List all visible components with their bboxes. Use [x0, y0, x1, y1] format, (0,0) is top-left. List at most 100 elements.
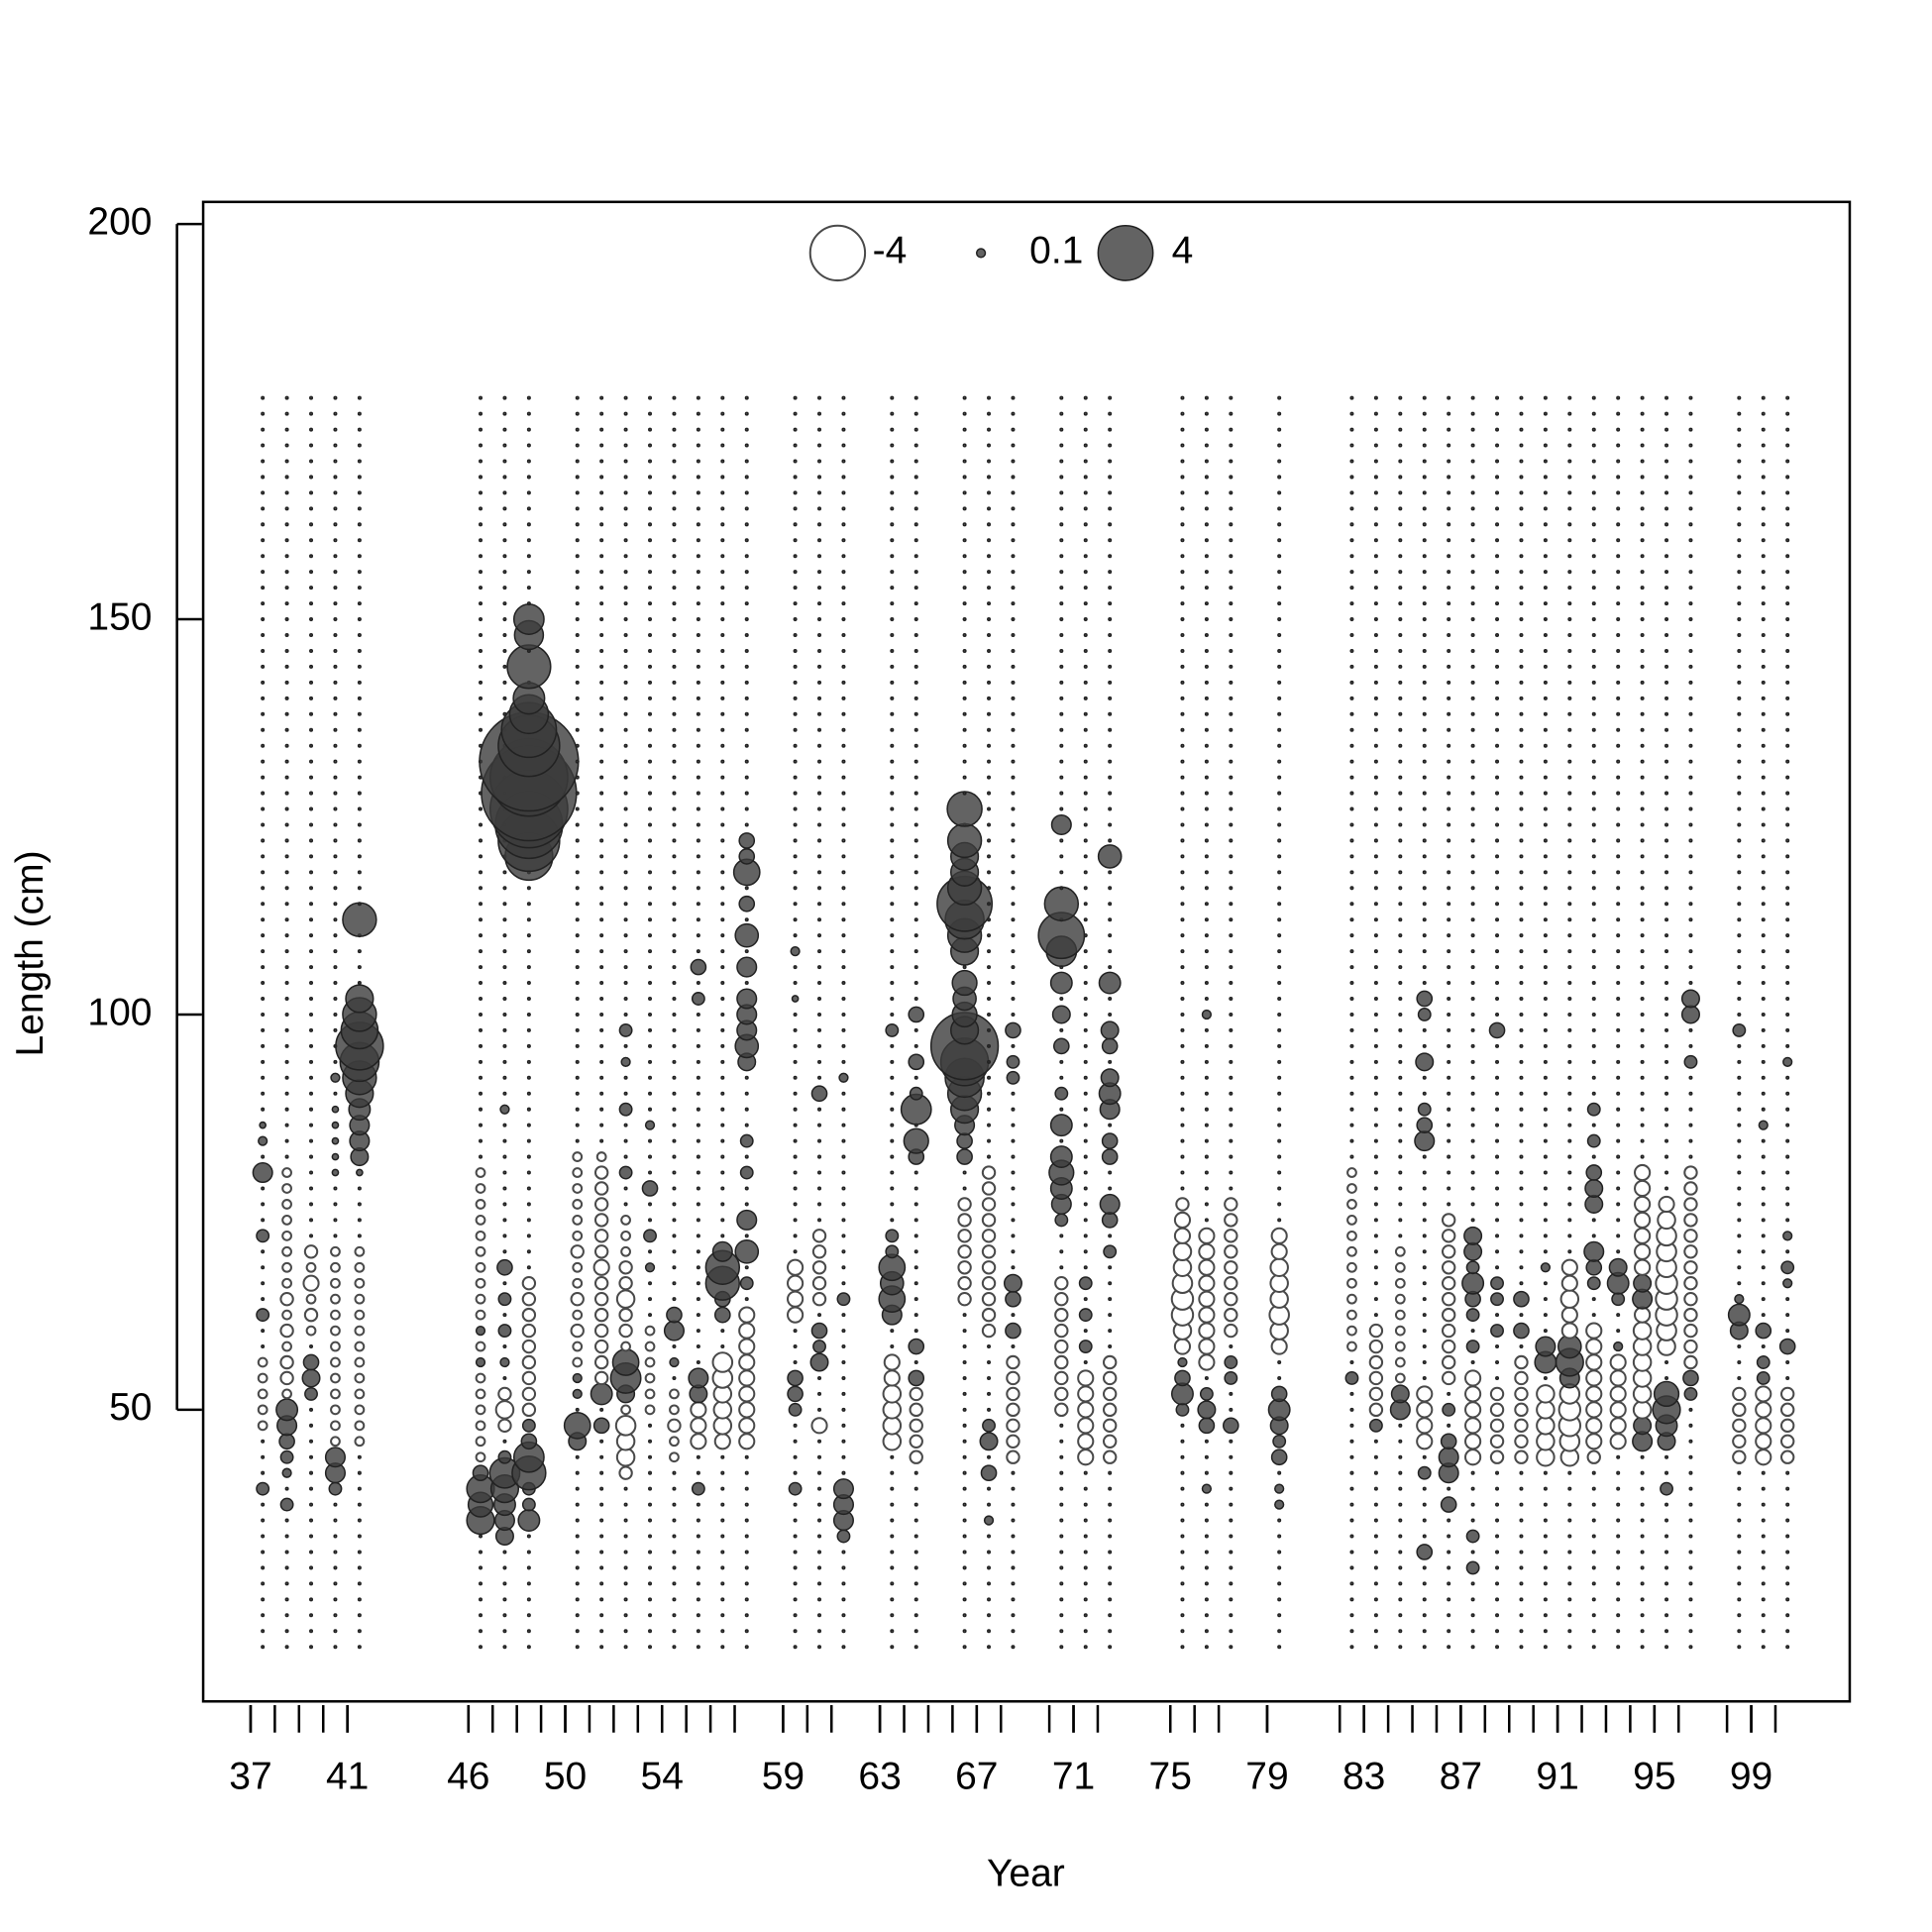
bubble — [526, 1218, 531, 1223]
bubble — [1180, 1597, 1185, 1602]
bubble — [599, 411, 604, 416]
bubble — [1175, 1402, 1190, 1417]
bubble — [841, 570, 846, 575]
bubble — [1640, 1581, 1645, 1586]
bubble — [1591, 727, 1596, 732]
bubble — [1108, 886, 1113, 891]
bubble — [744, 1597, 749, 1602]
bubble — [599, 886, 604, 891]
bubble — [1083, 1518, 1088, 1523]
bubble — [817, 775, 822, 780]
bubble — [1616, 933, 1621, 938]
bubble — [496, 1258, 513, 1276]
bubble — [1688, 917, 1693, 922]
bubble — [1447, 1629, 1451, 1634]
bubble — [1616, 1012, 1621, 1017]
bubble — [1077, 1385, 1095, 1403]
bubble — [744, 632, 749, 638]
bubble — [1011, 775, 1016, 780]
bubble — [793, 1423, 798, 1428]
bubble — [572, 1215, 584, 1226]
bubble — [1514, 1434, 1529, 1449]
bubble — [890, 1597, 895, 1602]
bubble — [1108, 965, 1113, 970]
bubble — [1108, 427, 1113, 432]
bubble — [1349, 617, 1354, 622]
bubble — [1054, 1307, 1069, 1323]
bubble — [1737, 1645, 1742, 1650]
bubble — [1277, 902, 1282, 907]
bubble — [720, 1059, 725, 1064]
bubble — [696, 917, 700, 922]
bubble — [1664, 1597, 1669, 1602]
bubble — [1567, 601, 1572, 606]
bubble — [1495, 759, 1500, 764]
bubble — [1373, 1170, 1378, 1175]
bubble — [599, 1012, 604, 1017]
bubble — [1398, 1486, 1403, 1491]
bubble — [957, 1197, 972, 1212]
bubble — [1083, 632, 1088, 638]
bubble — [817, 554, 822, 559]
bubble — [1204, 427, 1209, 432]
bubble — [1077, 1449, 1095, 1466]
bubble — [1373, 886, 1378, 891]
bubble — [1640, 427, 1645, 432]
bubble — [623, 1202, 628, 1207]
bubble — [1180, 459, 1185, 464]
bubble — [261, 965, 266, 970]
bubble — [357, 870, 362, 875]
bubble — [599, 949, 604, 954]
bubble — [309, 1565, 314, 1570]
bubble — [357, 1645, 362, 1650]
bubble — [1664, 949, 1669, 954]
bubble — [1591, 459, 1596, 464]
bubble — [1609, 1353, 1627, 1371]
bubble — [696, 1565, 700, 1570]
bubble — [1519, 506, 1524, 511]
bubble — [357, 664, 362, 669]
bubble — [284, 427, 289, 432]
bubble — [1519, 902, 1524, 907]
bubble — [333, 838, 338, 843]
bubble — [333, 917, 338, 922]
bubble — [1616, 1645, 1621, 1650]
bubble — [1567, 1027, 1572, 1032]
bubble — [1785, 1629, 1790, 1634]
bubble — [284, 1486, 289, 1491]
bubble — [1543, 965, 1548, 970]
bubble — [1204, 554, 1209, 559]
bubble — [281, 1388, 292, 1400]
bubble — [1394, 1293, 1406, 1305]
bubble — [913, 443, 918, 448]
bubble — [1398, 1170, 1403, 1175]
bubble — [1346, 1183, 1357, 1194]
bubble — [261, 902, 266, 907]
bubble — [1059, 1518, 1064, 1523]
bubble — [1737, 1249, 1742, 1254]
bubble — [669, 1388, 680, 1400]
bubble — [1495, 680, 1500, 685]
bubble — [1616, 696, 1621, 700]
bubble — [744, 759, 749, 764]
bubble — [1640, 838, 1645, 843]
bubble — [890, 1645, 895, 1650]
bubble — [526, 554, 531, 559]
bubble — [1270, 1385, 1288, 1403]
bubble — [1277, 601, 1282, 606]
bubble — [502, 949, 507, 954]
bubble — [526, 1550, 531, 1555]
bubble — [738, 1433, 756, 1450]
bubble — [1204, 1123, 1209, 1127]
bubble — [1447, 1154, 1451, 1159]
bubble — [1519, 427, 1524, 432]
bubble — [1447, 1423, 1451, 1428]
bubble — [841, 806, 846, 811]
bubble — [1540, 1262, 1552, 1273]
bubble — [261, 443, 266, 448]
bubble — [1616, 1581, 1621, 1586]
bubble — [1567, 886, 1572, 891]
bubble — [1761, 1249, 1766, 1254]
bubble — [738, 1322, 756, 1340]
bubble — [479, 1154, 483, 1159]
